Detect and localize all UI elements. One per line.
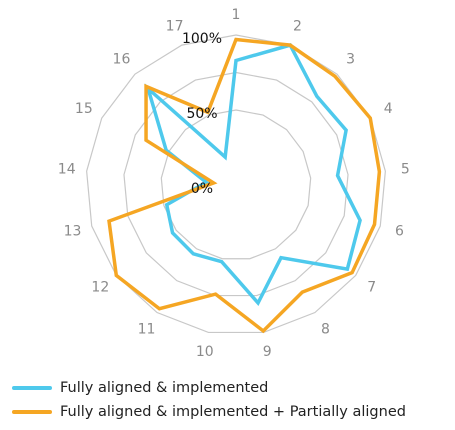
category-label: 13 [64, 224, 82, 240]
grid-ring [123, 71, 349, 297]
category-label: 4 [384, 101, 393, 117]
category-label: 14 [58, 161, 76, 177]
legend-label: Fully aligned & implemented [60, 380, 269, 396]
category-label: 1 [232, 7, 241, 23]
category-label: 17 [166, 18, 184, 34]
series-line [144, 43, 362, 307]
category-label: 12 [91, 279, 109, 295]
category-label: 9 [263, 344, 272, 360]
legend-label: Fully aligned & implemented + Partially … [60, 404, 406, 420]
series-line [107, 37, 382, 334]
grid-ring [160, 109, 312, 260]
category-label: 7 [367, 279, 376, 295]
category-label: 3 [346, 51, 355, 67]
category-label: 10 [196, 344, 214, 360]
category-label: 2 [293, 18, 302, 34]
category-label: 11 [138, 322, 156, 338]
legend-swatch [12, 410, 52, 414]
radial-tick-label: 100% [182, 31, 222, 47]
category-label: 16 [113, 51, 131, 67]
category-label: 15 [75, 101, 93, 117]
legend-swatch [12, 386, 52, 390]
category-label: 6 [395, 224, 404, 240]
category-label: 5 [401, 161, 410, 177]
radial-tick-label: 50% [186, 106, 217, 122]
legend-item: Fully aligned & implemented [12, 377, 406, 399]
legend: Fully aligned & implemented Fully aligne… [12, 377, 406, 425]
legend-item: Fully aligned & implemented + Partially … [12, 401, 406, 423]
radial-tick-label: 0% [191, 181, 213, 197]
category-label: 8 [321, 322, 330, 338]
